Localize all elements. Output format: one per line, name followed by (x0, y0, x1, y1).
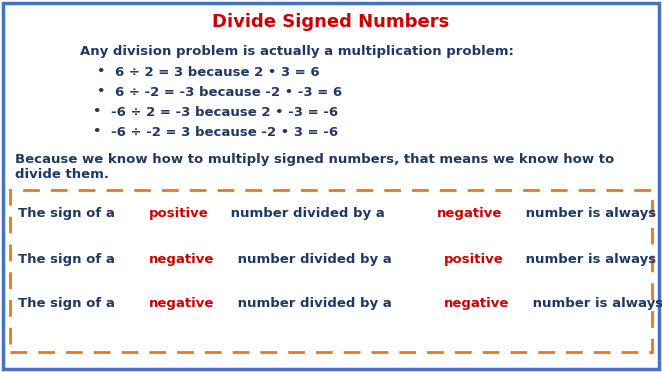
Text: negative: negative (149, 298, 214, 311)
Text: Because we know how to multiply signed numbers, that means we know how to: Because we know how to multiply signed n… (15, 153, 614, 166)
Text: positive: positive (149, 208, 209, 221)
Text: The sign of a: The sign of a (18, 298, 120, 311)
Text: 6 ÷ -2 = -3 because -2 • -3 = 6: 6 ÷ -2 = -3 because -2 • -3 = 6 (115, 86, 342, 99)
Text: negative: negative (437, 208, 502, 221)
Text: 6 ÷ 2 = 3 because 2 • 3 = 6: 6 ÷ 2 = 3 because 2 • 3 = 6 (115, 65, 320, 78)
Text: negative: negative (444, 298, 510, 311)
Text: -6 ÷ 2 = -3 because 2 • -3 = -6: -6 ÷ 2 = -3 because 2 • -3 = -6 (111, 106, 338, 119)
Text: The sign of a: The sign of a (18, 208, 120, 221)
Text: number is always: number is always (521, 253, 661, 266)
Text: number divided by a: number divided by a (226, 208, 389, 221)
Text: The sign of a: The sign of a (18, 253, 120, 266)
Text: number divided by a: number divided by a (233, 298, 397, 311)
FancyBboxPatch shape (3, 3, 659, 369)
Text: Divide Signed Numbers: Divide Signed Numbers (213, 13, 449, 31)
Text: negative: negative (149, 253, 214, 266)
Text: -6 ÷ -2 = 3 because -2 • 3 = -6: -6 ÷ -2 = 3 because -2 • 3 = -6 (111, 125, 338, 138)
Text: •: • (96, 65, 104, 78)
Text: number is always: number is always (521, 208, 661, 221)
Text: divide them.: divide them. (15, 169, 109, 182)
Text: •: • (96, 86, 104, 99)
Text: Any division problem is actually a multiplication problem:: Any division problem is actually a multi… (80, 45, 514, 58)
Text: positive: positive (444, 253, 504, 266)
Text: number divided by a: number divided by a (233, 253, 397, 266)
Text: •: • (92, 125, 100, 138)
Text: •: • (92, 106, 100, 119)
Text: number is always: number is always (528, 298, 662, 311)
FancyBboxPatch shape (10, 190, 652, 352)
